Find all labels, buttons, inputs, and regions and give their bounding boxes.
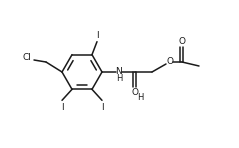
Text: I: I xyxy=(101,103,103,112)
Text: O: O xyxy=(131,88,138,97)
Text: I: I xyxy=(61,103,63,112)
Text: O: O xyxy=(179,37,185,46)
Text: H: H xyxy=(116,74,122,82)
Text: Cl: Cl xyxy=(22,53,32,62)
Text: I: I xyxy=(96,31,98,40)
Text: N: N xyxy=(116,66,122,75)
Text: O: O xyxy=(167,57,174,66)
Text: H: H xyxy=(137,94,143,103)
